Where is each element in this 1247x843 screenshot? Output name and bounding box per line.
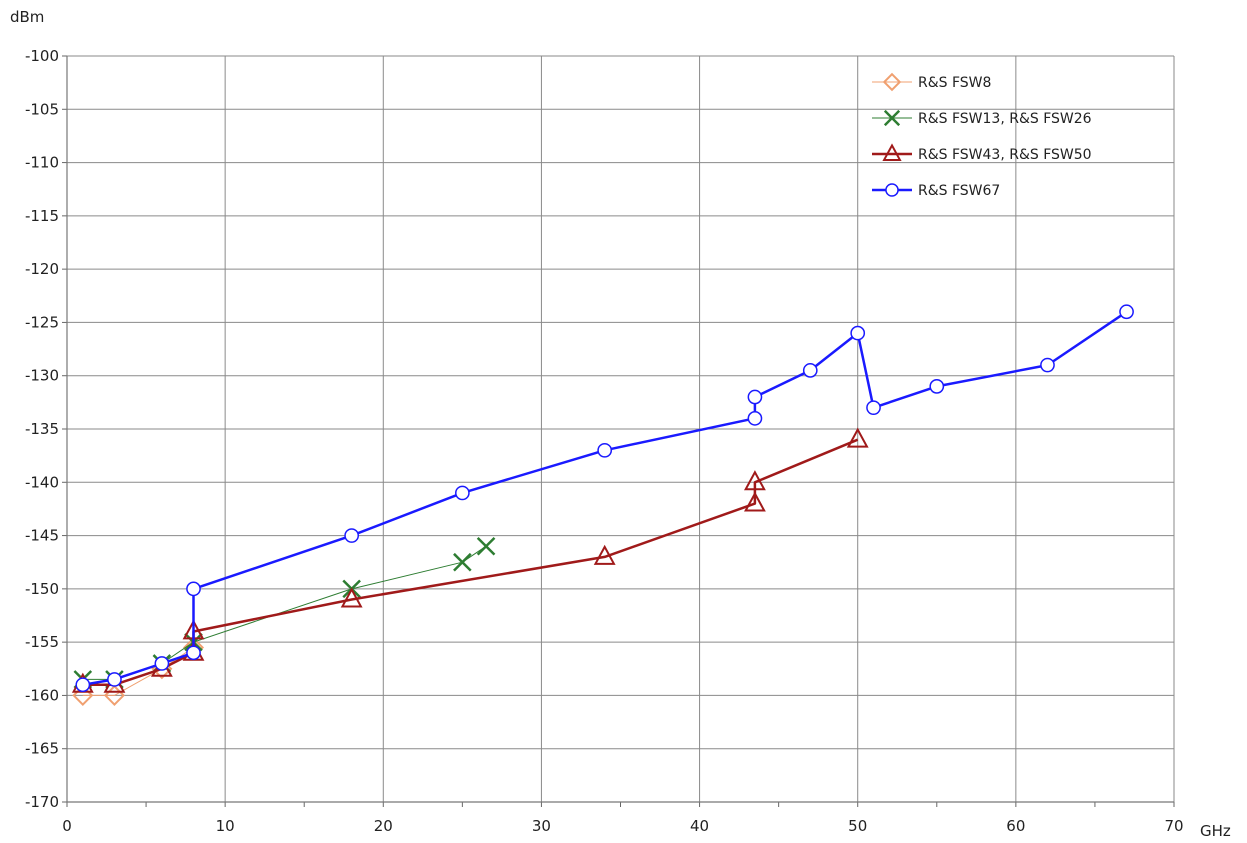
data-point (453, 552, 472, 572)
data-point (75, 677, 91, 693)
legend-item: R&S FSW43, R&S FSW50 (872, 143, 1092, 163)
legend-label: R&S FSW8 (918, 75, 991, 91)
legend-marker (883, 109, 901, 127)
series-group (71, 304, 1134, 706)
y-tick-label: -135 (25, 420, 59, 438)
legend-label: R&S FSW13, R&S FSW26 (918, 111, 1092, 127)
data-point (455, 485, 470, 501)
data-point (747, 389, 763, 405)
legend-marker (882, 72, 902, 92)
y-tick-label: -100 (25, 47, 59, 65)
x-tick-label: 50 (848, 817, 867, 835)
data-point (344, 528, 360, 543)
y-tick-label: -150 (25, 580, 59, 598)
data-point (743, 491, 766, 512)
data-point (186, 581, 201, 597)
axes (62, 55, 1175, 807)
data-point (1119, 304, 1134, 320)
legend-marker (885, 183, 899, 197)
y-tick-label: -160 (25, 686, 59, 704)
y-tick-label: -110 (25, 154, 59, 172)
data-point (929, 379, 945, 394)
data-point (1040, 357, 1055, 373)
x-tick-label: 20 (374, 817, 393, 835)
data-point (846, 427, 869, 448)
y-tick-label: -155 (25, 633, 59, 651)
legend-marker (882, 143, 902, 161)
legend-label: R&S FSW43, R&S FSW50 (918, 147, 1092, 163)
data-point (107, 672, 122, 687)
x-tick-label: 40 (690, 817, 709, 835)
legend-item: R&S FSW8 (872, 72, 991, 92)
y-tick-label: -105 (25, 100, 59, 118)
data-point (850, 325, 866, 341)
y-tick-label: -115 (25, 207, 59, 225)
data-point (593, 544, 616, 565)
legend: R&S FSW8 R&S FSW13, R&S FSW26 R&S FSW43, R… (872, 72, 1092, 199)
data-point (340, 587, 363, 608)
x-tick-label: 30 (532, 817, 551, 835)
data-point (476, 536, 496, 556)
x-tick-label: 0 (62, 817, 72, 835)
series-4 (75, 304, 1134, 693)
y-tick-label: -120 (25, 260, 59, 278)
data-point (866, 400, 881, 416)
y-tick-label: -165 (25, 740, 59, 758)
legend-item: R&S FSW67 (872, 183, 1000, 199)
y-tick-label: -170 (25, 793, 59, 811)
y-axis-unit: dBm (10, 8, 44, 26)
y-tick-label: -130 (25, 367, 59, 385)
legend-item: R&S FSW13, R&S FSW26 (872, 109, 1092, 127)
tick-labels: -100 -105 -110 -115 -120 -125 -130 -135 -140 -145… (25, 47, 1184, 835)
data-point (154, 656, 170, 671)
data-point (597, 442, 613, 458)
y-tick-label: -125 (25, 313, 59, 331)
y-tick-label: -140 (25, 473, 59, 491)
data-point (186, 645, 201, 661)
series-line (82, 310, 1128, 687)
y-tick-label: -145 (25, 527, 59, 545)
data-point (802, 363, 818, 378)
data-point (747, 410, 763, 426)
x-axis-unit: GHz (1200, 822, 1231, 840)
x-tick-label: 60 (1006, 817, 1025, 835)
legend-label: R&S FSW67 (918, 183, 1000, 199)
data-point (743, 470, 766, 491)
x-tick-label: 10 (216, 817, 235, 835)
x-tick-label: 70 (1164, 817, 1183, 835)
